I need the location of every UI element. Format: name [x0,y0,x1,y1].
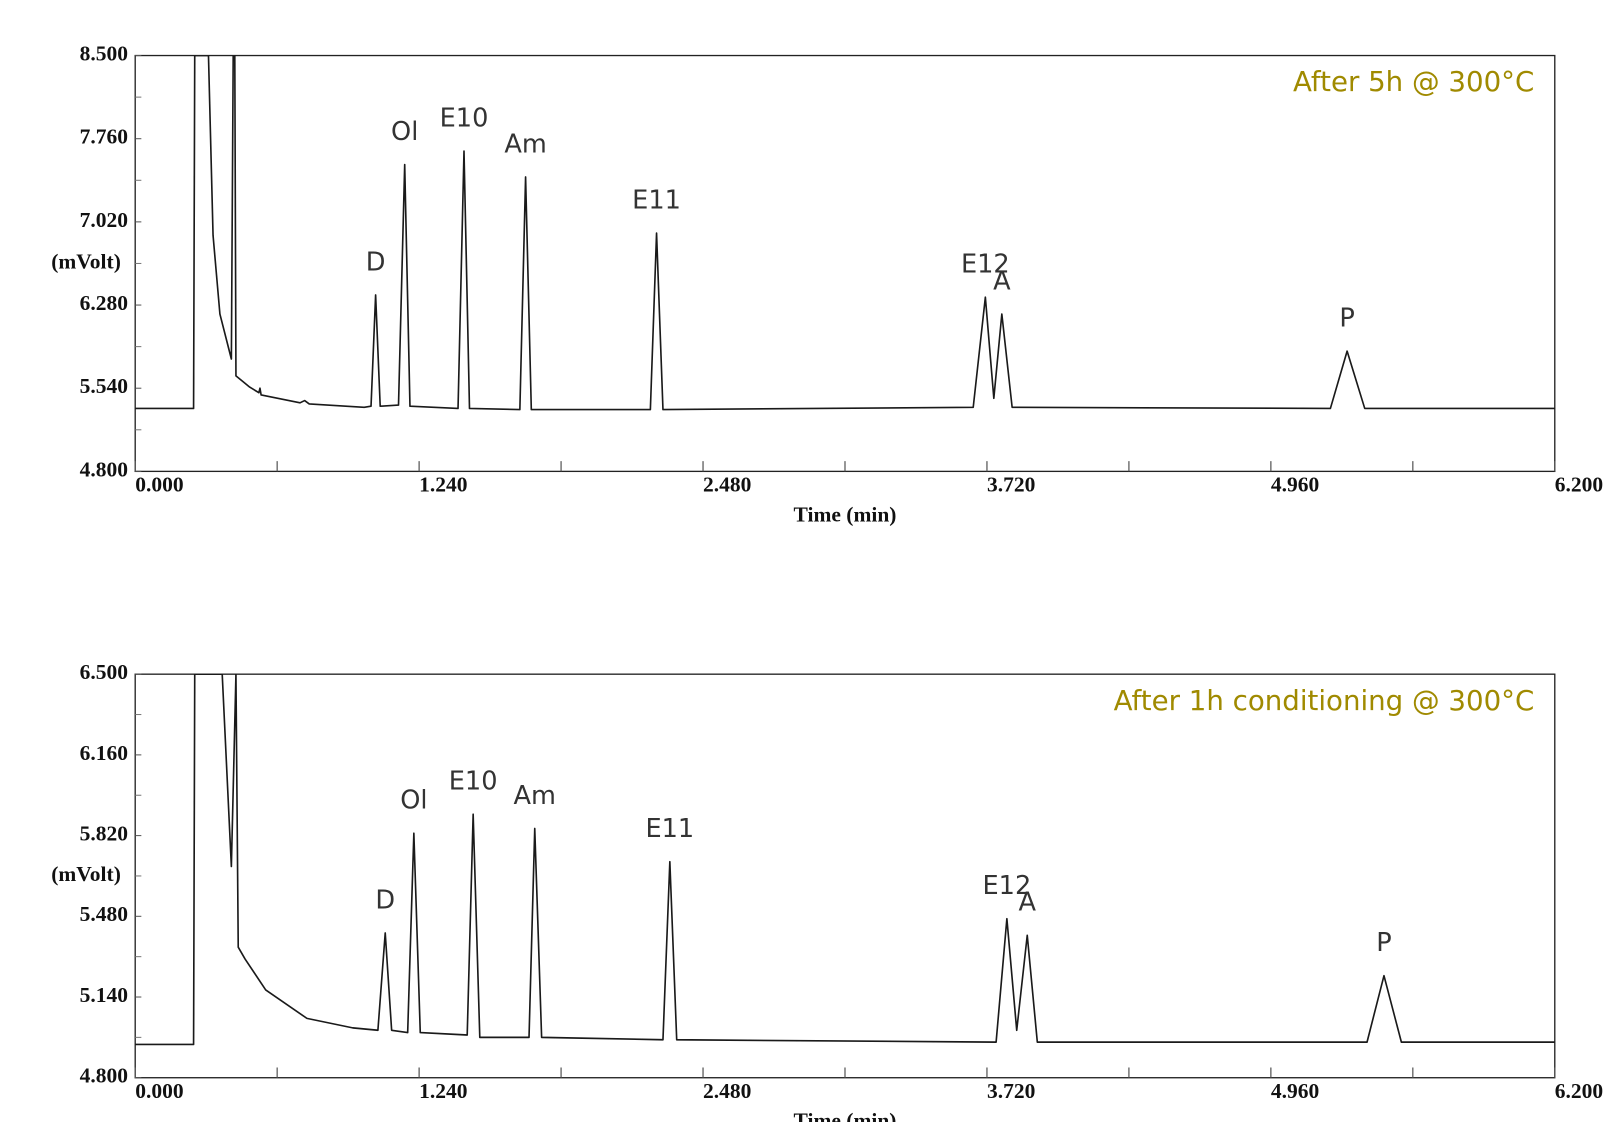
x-tick-label: 2.480 [703,473,751,497]
peak-label: E11 [645,814,694,844]
y-tick-label: 7.760 [80,125,128,149]
peak-label: E11 [632,186,681,216]
peak-label: E10 [449,767,498,797]
y-tick-label: 8.500 [80,41,128,65]
y-tick-label: 5.540 [80,374,128,398]
peak-label: A [993,266,1011,296]
trace-line [135,674,1555,1046]
y-tick-label: 6.280 [80,291,128,315]
x-tick-label: 4.960 [1271,473,1319,497]
y-tick-label: 5.140 [80,983,128,1007]
peak-label: E12 [961,250,1010,280]
y-axis-title: (mVolt) [51,249,121,273]
trace-line [135,55,1555,411]
y-tick-label: 4.800 [80,457,128,481]
x-tick-label: 1.240 [419,473,467,497]
x-tick-label: 6.200 [1555,473,1603,497]
y-tick-label: 6.500 [80,660,128,684]
y-tick-label: 7.020 [80,208,128,232]
x-tick-label: 0.000 [135,473,183,497]
peak-label: P [1339,304,1354,334]
x-tick-label: 6.200 [1555,1079,1603,1103]
x-tick-label: 4.960 [1271,1079,1319,1103]
peak-label: E10 [440,103,489,133]
panel-title: After 5h @ 300°C [1293,65,1534,98]
y-tick-label: 6.160 [80,741,128,765]
x-tick-label: 1.240 [419,1079,467,1103]
x-axis-title: Time (min) [794,1109,897,1122]
x-tick-label: 0.000 [135,1079,183,1103]
peak-label: Am [514,781,556,811]
panel: 4.800 5.540 6.280 7.020 7.760 8.500 0.000 1.240… [51,41,1603,526]
panel-title: After 1h conditioning @ 300°C [1114,684,1535,717]
peak-label: E12 [982,871,1031,901]
peak-label: D [366,247,386,277]
peak-label: P [1376,928,1391,958]
x-tick-label: 2.480 [703,1079,751,1103]
peak-label: D [375,885,395,915]
peak-label: A [1018,888,1036,918]
peak-label: Am [504,129,546,159]
plot-frame [134,673,1556,1079]
y-tick-label: 5.480 [80,902,128,926]
x-tick-label: 3.720 [987,473,1035,497]
peak-label: Ol [400,786,427,816]
x-tick-label: 3.720 [987,1079,1035,1103]
y-tick-label: 5.820 [80,822,128,846]
y-tick-label: 4.800 [80,1064,128,1088]
peak-label: Ol [391,117,418,147]
y-axis-title: (mVolt) [51,862,121,886]
x-axis-title: Time (min) [794,502,897,526]
panel: 4.800 5.140 5.480 5.820 6.160 6.500 0.000 1.240… [51,660,1603,1122]
plot-area [135,674,1555,1046]
plot-area [135,55,1555,411]
